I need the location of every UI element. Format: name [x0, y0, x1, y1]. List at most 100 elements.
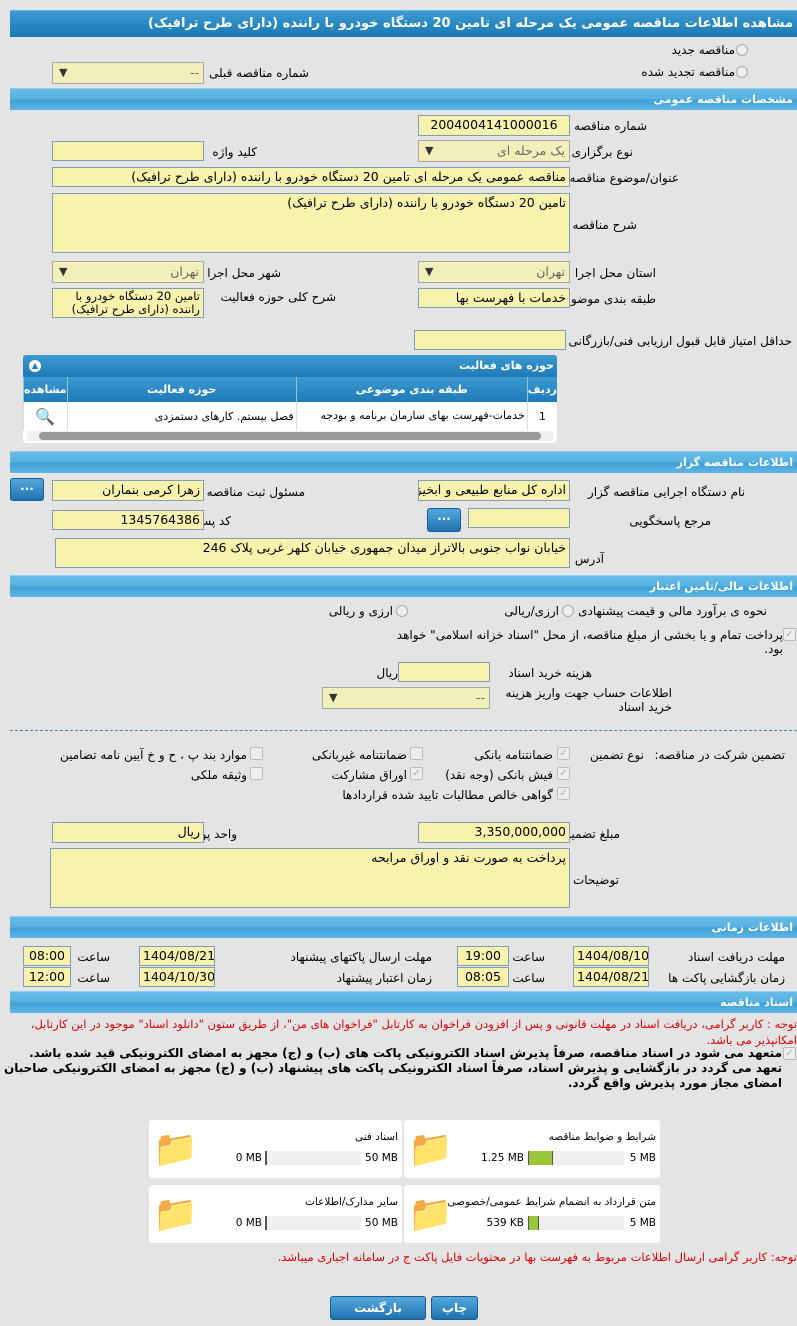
guarantee-type-label: نوع تضمین: [590, 748, 644, 762]
guarantee-checkbox-claims[interactable]: ✓: [557, 787, 570, 800]
send-time[interactable]: 08:00: [23, 946, 71, 966]
commit-text: متعهد می شود در اسناد مناقصه، صرفاً پذیر…: [3, 1046, 782, 1090]
type-select[interactable]: یک مرحله ای ▼: [418, 140, 570, 162]
section-docs: اسناد مناقصه: [10, 991, 797, 1013]
progress-fill: [266, 1151, 267, 1165]
section-general: مشخصات مناقصه عمومی: [10, 88, 797, 110]
guarantee-item: اوراق مشارکت: [331, 768, 407, 782]
notes-textarea[interactable]: پرداخت به صورت نقد و اوراق مرابحه: [50, 848, 570, 908]
scope-label: شرح کلی حوزه فعالیت: [220, 290, 337, 304]
commit-checkbox[interactable]: ✓: [783, 1047, 796, 1060]
chevron-down-icon: ▼: [425, 144, 434, 157]
keyword-field[interactable]: [52, 141, 204, 161]
collapse-icon[interactable]: ▲: [29, 360, 41, 372]
guarantee-checkbox-cash[interactable]: ✓: [557, 767, 570, 780]
guarantee-checkbox-bonds[interactable]: ✓: [410, 767, 423, 780]
scrollbar-thumb[interactable]: [39, 432, 541, 440]
col-view: مشاهده: [23, 377, 68, 402]
doc-file-panel[interactable]: 📁 شرایط و ضوابط مناقصه 5 MB 1.25 MB: [404, 1120, 660, 1178]
guarantee-checkbox-regulation[interactable]: [250, 747, 263, 760]
doc-file-progress: [265, 1151, 361, 1165]
section-timing: اطلاعات زمانی: [10, 916, 797, 938]
doc-file-max: 5 MB: [629, 1217, 656, 1229]
activity-header: حوزه های فعالیت ▲: [23, 355, 557, 377]
doc-file-panel[interactable]: 📁 متن قرارداد به انضمام شرایط عمومی/خصوص…: [404, 1185, 660, 1243]
send-date[interactable]: 1404/08/21: [139, 946, 215, 966]
doc-file-size: 539 KB: [486, 1217, 524, 1229]
scope-textarea[interactable]: تامین 20 دستگاه خودرو با راننده (دارای ط…: [52, 288, 204, 318]
validity-time[interactable]: 12:00: [23, 967, 71, 987]
min-score-label: حداقل امتیاز قابل قبول ارزیابی فنی/بازرگ…: [568, 334, 792, 348]
city-select[interactable]: تهران ▼: [52, 261, 204, 283]
ref-lookup-button[interactable]: ...: [427, 508, 461, 532]
doc-receive-date[interactable]: 1404/08/10: [573, 946, 649, 966]
back-button[interactable]: بازگشت: [330, 1296, 426, 1320]
chevron-down-icon: ▼: [329, 691, 338, 704]
postal-field[interactable]: 1345764386: [52, 510, 204, 530]
resp-lookup-button[interactable]: ...: [10, 478, 44, 501]
currency-field[interactable]: ریال: [52, 822, 204, 843]
amount-label: مبلغ تضمین: [562, 827, 620, 841]
docs-note2: توجه: کاربر گرامی ارسال اطلاعات مربوط به…: [277, 1250, 797, 1264]
time-label: ساعت: [512, 971, 545, 985]
tender-no-field[interactable]: 2004004141000016: [418, 115, 570, 136]
guarantee-checkbox-property[interactable]: [250, 767, 263, 780]
time-label: ساعت: [77, 950, 110, 964]
doc-file-panel[interactable]: 📁 اسناد فنی 50 MB 0 MB: [149, 1120, 402, 1178]
validity-date[interactable]: 1404/10/30: [139, 967, 215, 987]
desc-label: شرح مناقصه: [572, 218, 637, 232]
prev-no-select[interactable]: -- ▼: [52, 62, 204, 84]
min-score-field[interactable]: [414, 330, 566, 350]
ref-field[interactable]: [468, 508, 570, 528]
new-tender-label: مناقصه جدید: [671, 43, 735, 57]
org-field[interactable]: اداره کل منابع طبیعی و ابخیزداری: [418, 480, 570, 501]
amount-field[interactable]: 3,350,000,000: [418, 822, 570, 843]
view-magnifier-icon[interactable]: 🔍: [23, 402, 68, 430]
row-scope: فصل بیستم. کارهای دستمزدی: [66, 402, 297, 430]
section-finance: اطلاعات مالی/تامین اعتبار: [10, 575, 797, 597]
progress-fill: [529, 1216, 539, 1230]
doc-file-progress: [265, 1216, 361, 1230]
doc-cost-label: هزینه خرید اسناد: [508, 666, 592, 680]
account-select[interactable]: -- ▼: [322, 687, 490, 709]
method-radio-2[interactable]: [396, 605, 408, 617]
treasury-checkbox[interactable]: ✓: [783, 628, 796, 641]
activity-title: حوزه های فعالیت: [459, 359, 554, 372]
doc-file-max: 50 MB: [365, 1217, 398, 1229]
type-label: نوع برگزاری: [571, 145, 633, 159]
open-time[interactable]: 08:05: [457, 967, 509, 987]
method-opt2: ارزی و ریالی: [328, 604, 393, 618]
open-date[interactable]: 1404/08/21: [573, 967, 649, 987]
resp-field[interactable]: زهرا کرمی بنماران: [52, 480, 204, 501]
city-value: تهران: [170, 264, 199, 279]
province-select[interactable]: تهران ▼: [418, 261, 570, 283]
method-label: نحوه ی برآورد مالی و قیمت پیشنهادی: [578, 604, 767, 618]
horizontal-scrollbar[interactable]: [27, 431, 553, 441]
new-tender-radio[interactable]: [736, 44, 748, 56]
folder-icon: 📁: [408, 1129, 453, 1170]
type-value: یک مرحله ای: [496, 143, 565, 158]
method-opt1: ارزی/ریالی: [504, 604, 559, 618]
subject-field[interactable]: مناقصه عمومی یک مرحله ای تامین 20 دستگاه…: [52, 167, 570, 187]
row-category: خدمات-فهرست بهای سازمان برنامه و بودجه: [295, 402, 528, 430]
method-radio-1[interactable]: [562, 605, 574, 617]
doc-file-max: 50 MB: [365, 1152, 398, 1164]
addr-field[interactable]: خیابان نواب جنوبی بالاتراز میدان جمهوری …: [55, 538, 570, 568]
doc-file-max: 5 MB: [629, 1152, 656, 1164]
doc-file-name: شرایط و ضوابط مناقصه: [548, 1131, 656, 1143]
guarantee-item: موارد بند پ ، ح و خ آیین نامه تضامین: [59, 748, 247, 762]
guarantee-checkbox-bank[interactable]: ✓: [557, 747, 570, 760]
doc-file-panel[interactable]: 📁 سایر مدارک/اطلاعات 50 MB 0 MB: [149, 1185, 402, 1243]
tender-no-label: شماره مناقصه: [574, 119, 647, 133]
doc-receive-time[interactable]: 19:00: [457, 946, 509, 966]
doc-cost-field[interactable]: [398, 662, 490, 682]
category-label: طبقه بندی موضوعی: [553, 292, 656, 306]
doc-file-name: متن قرارداد به انضمام شرایط عمومی/خصوصی: [447, 1196, 656, 1208]
folder-icon: 📁: [153, 1194, 198, 1235]
renewed-tender-radio[interactable]: [736, 66, 748, 78]
notes-label: توضیحات: [572, 873, 619, 887]
guarantee-checkbox-nonbank[interactable]: [410, 747, 423, 760]
category-field[interactable]: خدمات با فهرست بها: [418, 288, 570, 308]
print-button[interactable]: چاپ: [431, 1296, 478, 1320]
desc-textarea[interactable]: تامین 20 دستگاه خودرو با راننده (دارای ط…: [52, 193, 570, 253]
